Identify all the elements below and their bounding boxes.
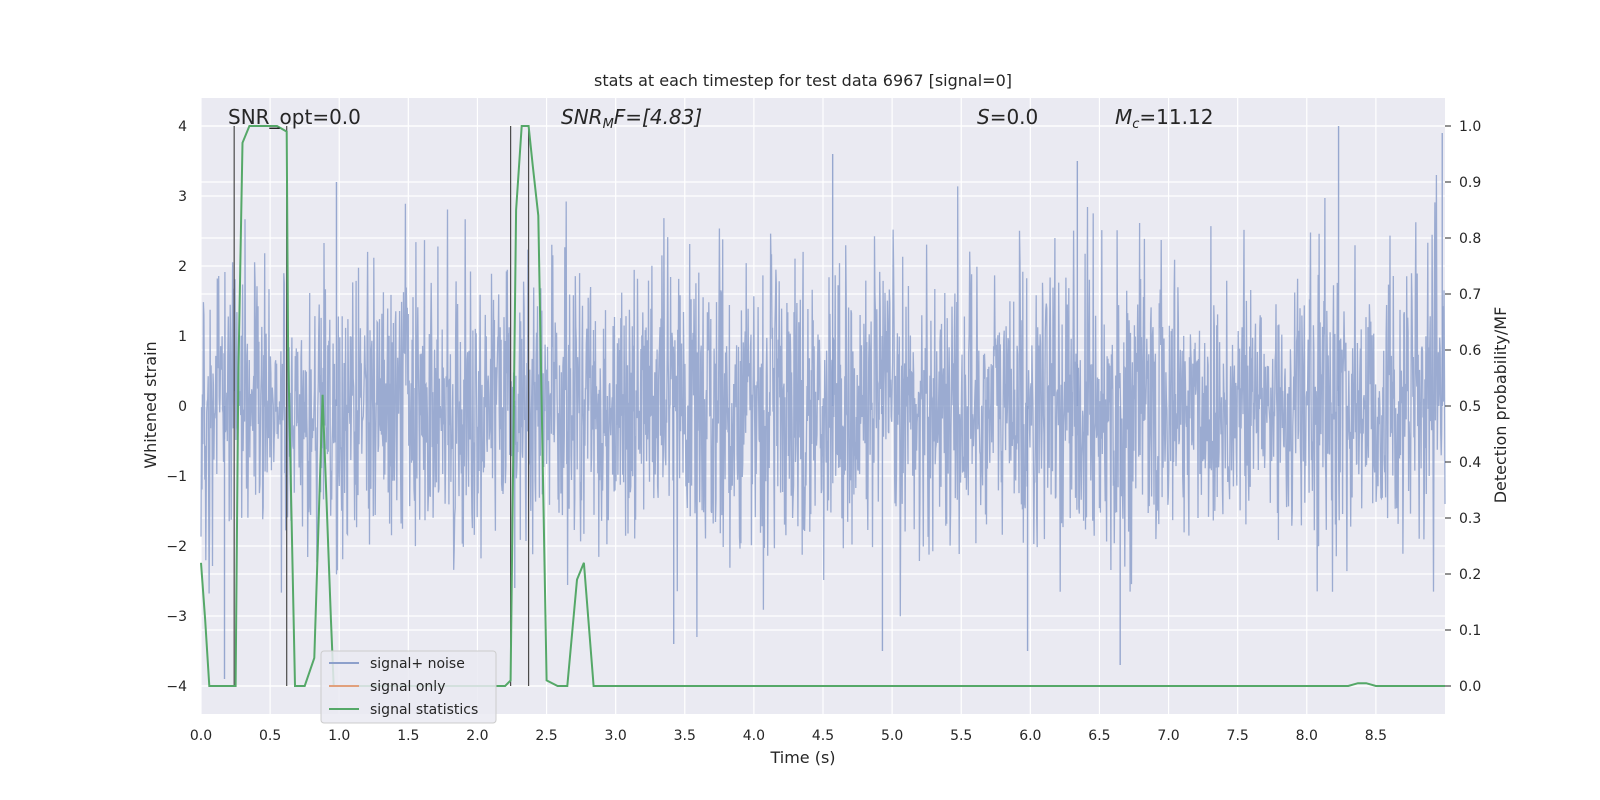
y-tick-label: 4: [178, 119, 187, 135]
mc-annotation: Mc=11.12: [1115, 105, 1213, 132]
legend: signal+ noise signal only signal statist…: [320, 650, 497, 724]
x-tick-label: 4.0: [743, 728, 765, 744]
right-y-tick-label: 0.0: [1459, 679, 1481, 695]
snr-mf-tail: F=[4.83]: [614, 105, 702, 129]
x-tick-labels: 0.0 0.5 1.0 1.5 2.0 2.5 3.0 3.5 4.0 4.5 5.0 5.5 6.0 6…: [190, 728, 1387, 744]
right-y-tick-label: 0.4: [1459, 455, 1481, 471]
x-tick-label: 0.0: [190, 728, 212, 744]
y-tick-label: −2: [166, 539, 187, 555]
noise-line: [200, 174, 1446, 638]
x-tick-label: 7.5: [1227, 728, 1249, 744]
right-y-tick-label: 0.7: [1459, 287, 1481, 303]
legend-box: [320, 650, 497, 724]
y-tick-label: 1: [178, 329, 187, 345]
right-y-tick-label: 0.1: [1459, 623, 1481, 639]
legend-label-statistics: signal statistics: [370, 702, 478, 718]
snr-mf-sub: M: [603, 117, 614, 132]
s-val: =0.0: [990, 105, 1039, 129]
y-axis-label: Whitened strain: [141, 341, 160, 468]
x-axis-label: Time (s): [769, 748, 835, 767]
snr-mf-main: SNR: [561, 105, 603, 129]
right-y-tick-label: 0.9: [1459, 175, 1481, 191]
noise-series: [200, 126, 1446, 679]
mc-var: M: [1115, 105, 1132, 129]
snr-mf-annotation: SNRMF=[4.83]: [561, 105, 702, 132]
x-tick-label: 0.5: [259, 728, 281, 744]
right-y-tick-label: 0.6: [1459, 343, 1481, 359]
x-tick-label: 8.5: [1365, 728, 1387, 744]
x-tick-label: 2.5: [535, 728, 557, 744]
legend-label-noise: signal+ noise: [370, 656, 465, 672]
y-tick-label: −3: [166, 609, 187, 625]
x-tick-label: 4.5: [812, 728, 834, 744]
x-tick-label: 1.0: [328, 728, 350, 744]
x-tick-label: 7.0: [1157, 728, 1179, 744]
x-tick-label: 5.5: [950, 728, 972, 744]
statistics-line: [200, 125, 1445, 687]
x-tick-label: 3.5: [674, 728, 696, 744]
right-y-tick-label: 0.2: [1459, 567, 1481, 583]
snr-opt-annotation: SNR_opt=0.0: [228, 105, 361, 129]
y-tick-label: −1: [166, 469, 187, 485]
vertical-markers: [233, 126, 530, 686]
x-tick-label: 6.5: [1088, 728, 1110, 744]
s-var: S: [977, 105, 990, 129]
mc-sub: c: [1132, 117, 1139, 132]
legend-label-signal: signal only: [370, 679, 445, 695]
x-tick-label: 3.0: [605, 728, 627, 744]
x-tick-label: 6.0: [1019, 728, 1041, 744]
chart-title: stats at each timestep for test data 696…: [594, 71, 1012, 90]
s-annotation: S=0.0: [977, 105, 1038, 129]
x-tick-label: 8.0: [1296, 728, 1318, 744]
right-y-tick-label: 0.3: [1459, 511, 1481, 527]
y-tick-label: 0: [178, 399, 187, 415]
right-y-tick-labels: 0.0 0.1 0.2 0.3 0.4 0.5 0.6 0.7 0.8 0.9 1.0: [1445, 119, 1481, 695]
right-y-tick-label: 0.5: [1459, 399, 1481, 415]
statistics-series: [200, 125, 1445, 687]
y-tick-label: −4: [166, 679, 187, 695]
right-y-tick-label: 0.8: [1459, 231, 1481, 247]
mc-val: =11.12: [1139, 105, 1213, 129]
y-tick-label: 3: [178, 189, 187, 205]
x-tick-label: 2.0: [466, 728, 488, 744]
right-y-axis-label: Detection probability/MF: [1491, 307, 1510, 504]
y-tick-labels: −4 −3 −2 −1 0 1 2 3 4: [166, 119, 187, 695]
x-tick-label: 5.0: [881, 728, 903, 744]
x-tick-label: 1.5: [397, 728, 419, 744]
y-tick-label: 2: [178, 259, 187, 275]
right-y-tick-label: 1.0: [1459, 119, 1481, 135]
